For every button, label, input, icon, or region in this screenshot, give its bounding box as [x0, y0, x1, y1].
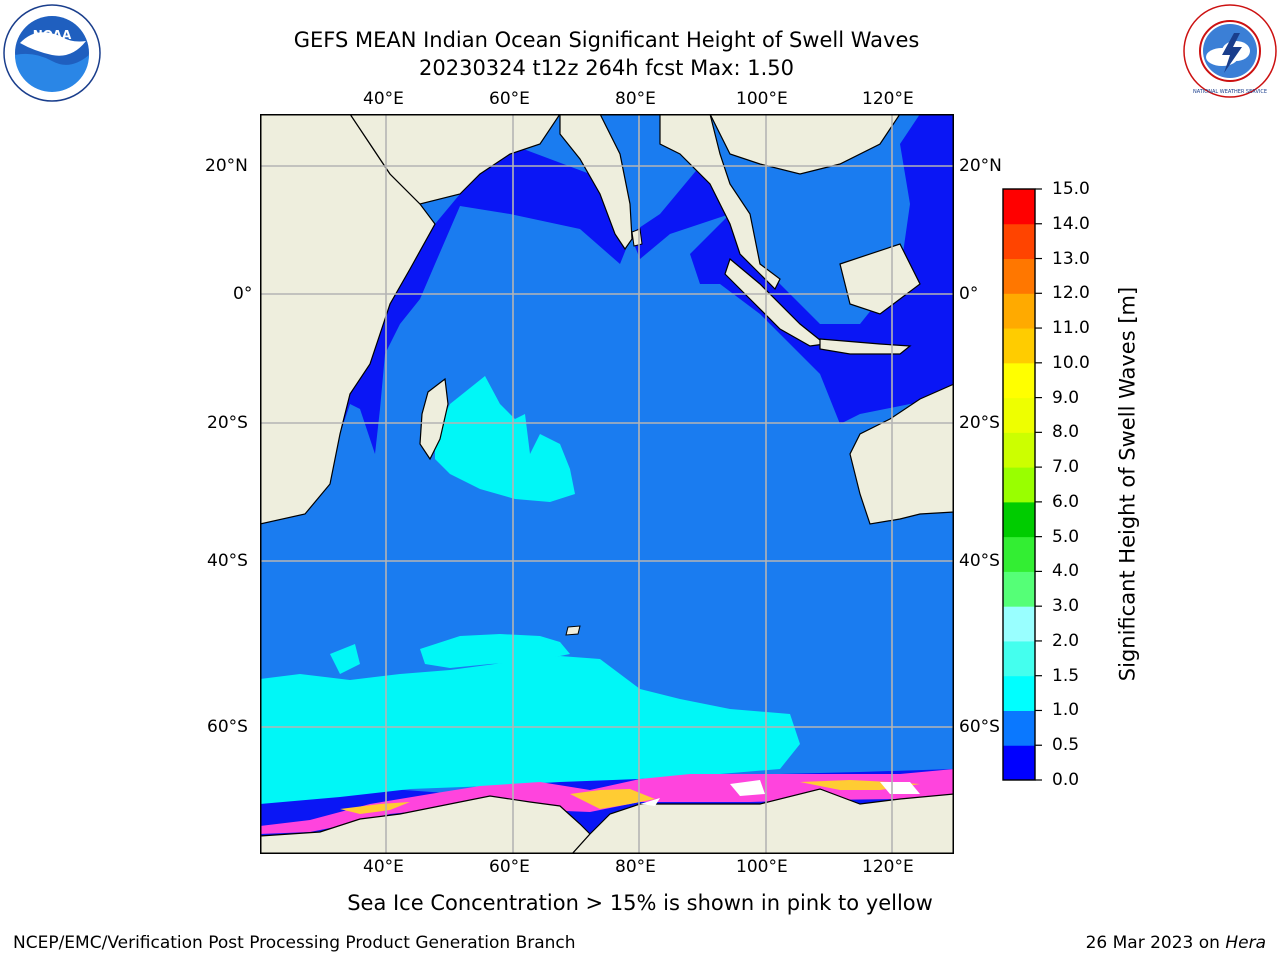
- colorbar-swatch: [1003, 293, 1035, 329]
- ocean-low-arabian: [340, 129, 630, 454]
- colorbar-tick-label: 15.0: [1052, 179, 1090, 199]
- lat-label-right: 20°S: [959, 413, 1000, 433]
- colorbar-label: Significant Height of Swell Waves [m]: [1115, 286, 1140, 682]
- footer-timestamp: 26 Mar 2023 on Hera: [1086, 933, 1266, 953]
- lat-label-left: 40°S: [207, 551, 248, 571]
- colorbar-swatch: [1003, 223, 1035, 260]
- colorbar-tick-label: 5.0: [1052, 526, 1080, 547]
- lat-label-left: 20°S: [207, 413, 248, 433]
- colorbar-tick-label: 1.5: [1052, 665, 1080, 686]
- colorbar-tick-label: 8.0: [1052, 422, 1080, 443]
- nws-logo-text: NATIONAL WEATHER SERVICE: [1193, 89, 1267, 95]
- colorbar-swatch: [1003, 536, 1035, 572]
- lon-label-bottom: 80°E: [615, 857, 656, 877]
- colorbar-tick-label: 1.0: [1052, 700, 1080, 721]
- sea-ice-high: [570, 789, 655, 809]
- colorbar-tick-label: 3.0: [1052, 596, 1080, 617]
- lon-label-top: 40°E: [363, 89, 404, 109]
- footer-host: Hera: [1225, 933, 1266, 953]
- land-arabia: [349, 114, 561, 205]
- colorbar-tick-label: 0.0: [1052, 770, 1080, 790]
- map-title: GEFS MEAN Indian Ocean Significant Heigh…: [293, 28, 920, 52]
- ocean-high-south: [260, 656, 800, 804]
- colorbar-swatch: [1003, 675, 1035, 711]
- map-subtitle: 20230324 t12z 264h fcst Max: 1.50: [419, 56, 794, 80]
- lon-label-top: 120°E: [862, 89, 914, 109]
- colorbar-swatch: [1003, 467, 1035, 503]
- swell-wave-map: [260, 114, 954, 854]
- colorbar-swatch: [1003, 258, 1035, 294]
- lat-label-right: 20°N: [959, 156, 1002, 176]
- colorbar-swatch: [1003, 397, 1035, 433]
- colorbar-tick-label: 11.0: [1052, 318, 1090, 339]
- land-india: [559, 114, 633, 251]
- colorbar-swatch: [1003, 362, 1035, 399]
- lon-label-top: 80°E: [615, 89, 656, 109]
- ocean-high-central: [435, 376, 575, 502]
- lat-label-left: 20°N: [205, 156, 248, 176]
- colorbar-swatch: [1003, 640, 1035, 677]
- colorbar-swatch: [1003, 328, 1035, 364]
- colorbar-tick-label: 10.0: [1052, 352, 1090, 373]
- colorbar: [1002, 188, 1042, 781]
- lon-label-top: 100°E: [736, 89, 788, 109]
- nws-logo: NATIONAL WEATHER SERVICE: [1183, 4, 1277, 98]
- footer-date: 26 Mar 2023 on: [1085, 933, 1226, 953]
- land-madagascar: [419, 377, 449, 461]
- colorbar-tick-label: 0.5: [1052, 735, 1080, 756]
- lon-label-bottom: 100°E: [736, 857, 788, 877]
- lat-label-left: 0°: [233, 284, 253, 304]
- colorbar-tick-label: 9.0: [1052, 387, 1080, 408]
- lon-label-bottom: 120°E: [862, 857, 914, 877]
- colorbar-tick-label: 12.0: [1052, 283, 1090, 304]
- ocean-high-south-band: [420, 634, 570, 668]
- graticule: [260, 114, 954, 854]
- land-australia: [849, 383, 954, 525]
- lat-label-left: 60°S: [207, 717, 248, 737]
- colorbar-swatch: [1003, 745, 1035, 781]
- lon-label-bottom: 60°E: [489, 857, 530, 877]
- land-sumatra: [724, 257, 827, 347]
- colorbar-tick-label: 13.0: [1052, 248, 1090, 269]
- lat-label-right: 0°: [959, 284, 979, 304]
- sea-ice-caption: Sea Ice Concentration > 15% is shown in …: [347, 891, 933, 915]
- lon-label-bottom: 40°E: [363, 857, 404, 877]
- footer-producer: NCEP/EMC/Verification Post Processing Pr…: [13, 933, 576, 953]
- colorbar-swatch: [1003, 501, 1035, 538]
- noaa-logo-text: NOAA: [33, 28, 72, 42]
- colorbar-tick-label: 2.0: [1052, 630, 1080, 651]
- colorbar-swatch: [1003, 432, 1035, 468]
- land-southeast-asia: [659, 114, 781, 291]
- map-frame: [260, 114, 954, 854]
- colorbar-tick-label: 6.0: [1052, 491, 1080, 512]
- colorbar-swatch: [1003, 606, 1035, 642]
- noaa-logo: NOAA: [3, 4, 101, 102]
- colorbar-tick-label: 14.0: [1052, 213, 1090, 234]
- colorbar-swatch: [1003, 189, 1035, 225]
- colorbar-swatch: [1003, 710, 1035, 746]
- lat-label-right: 40°S: [959, 551, 1000, 571]
- colorbar-tick-label: 4.0: [1052, 561, 1080, 582]
- land-borneo: [839, 243, 921, 315]
- colorbar-tick-label: 7.0: [1052, 457, 1080, 478]
- lat-label-right: 60°S: [959, 717, 1000, 737]
- lon-label-top: 60°E: [489, 89, 530, 109]
- colorbar-swatch: [1003, 571, 1035, 607]
